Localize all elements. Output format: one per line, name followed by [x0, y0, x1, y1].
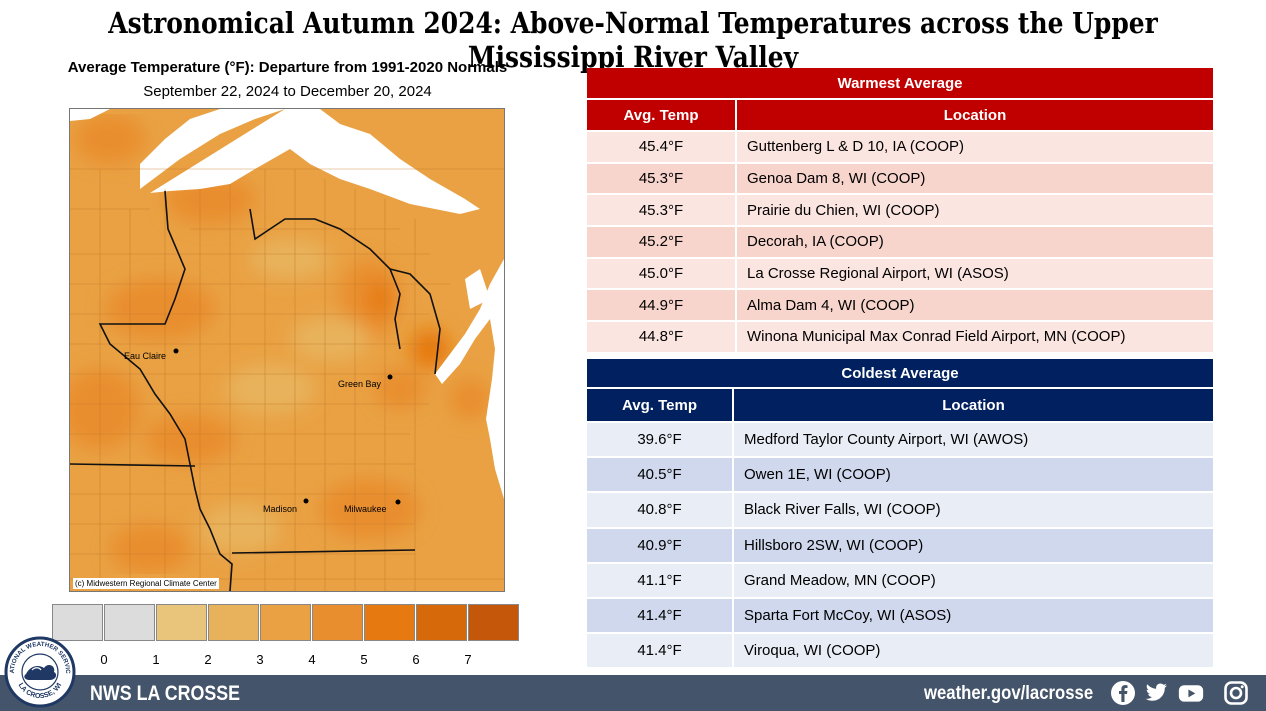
city-label-green-bay: Green Bay [338, 379, 382, 389]
scale-label: 0 [100, 652, 108, 667]
coldest-table: Coldest Average Avg. Temp Location 39.6°… [587, 357, 1213, 669]
location-cell: La Crosse Regional Airport, WI (ASOS) [747, 265, 1009, 283]
avg-temp-cell: 44.8°F [587, 322, 737, 352]
scale-swatch [364, 604, 415, 641]
table-row: 39.6°F Medford Taylor County Airport, WI … [587, 423, 1213, 457]
map-subtitle: September 22, 2024 to December 20, 2024 [143, 83, 432, 100]
color-scale-labels: 0 1 2 3 4 5 6 7 [52, 652, 522, 668]
location-cell: Hillsboro 2SW, WI (COOP) [744, 536, 924, 554]
city-label-milwaukee: Milwaukee [344, 504, 387, 514]
location-cell: Grand Meadow, MN (COOP) [744, 571, 936, 589]
website-link[interactable]: weather.gov/lacrosse [924, 683, 1094, 704]
table-row: 44.8°F Winona Municipal Max Conrad Field … [587, 322, 1213, 352]
twitter-icon[interactable] [1143, 680, 1169, 706]
coldest-col-location: Location [734, 389, 1213, 421]
warmest-table: Warmest Average Avg. Temp Location 45.4°… [587, 66, 1213, 354]
city-label-madison: Madison [263, 504, 297, 514]
avg-temp-cell: 40.9°F [587, 528, 734, 562]
table-row: 41.4°F Viroqua, WI (COOP) [587, 634, 1213, 668]
location-cell: Sparta Fort McCoy, WI (ASOS) [744, 607, 952, 625]
color-scale-legend [52, 604, 520, 641]
scale-swatch [52, 604, 103, 641]
table-row: 45.3°F Prairie du Chien, WI (COOP) [587, 195, 1213, 226]
facebook-icon[interactable] [1110, 680, 1136, 706]
avg-temp-cell: 41.4°F [587, 634, 734, 668]
avg-temp-cell: 45.2°F [587, 227, 737, 257]
location-cell: Winona Municipal Max Conrad Field Airpor… [747, 328, 1126, 346]
scale-label: 3 [256, 652, 264, 667]
avg-temp-cell: 41.4°F [587, 598, 734, 633]
page-title: Astronomical Autumn 2024: Above-Normal T… [108, 6, 1158, 74]
avg-temp-cell: 40.8°F [587, 493, 734, 527]
table-row: 40.5°F Owen 1E, WI (COOP) [587, 458, 1213, 492]
location-cell: Owen 1E, WI (COOP) [744, 466, 891, 484]
location-cell: Decorah, IA (COOP) [747, 233, 884, 251]
coldest-col-temp: Avg. Temp [587, 389, 734, 421]
coldest-header: Coldest Average [587, 359, 1213, 387]
location-cell: Black River Falls, WI (COOP) [744, 501, 941, 519]
scale-label: 1 [152, 652, 160, 667]
nws-logo: NATIONAL WEATHER SERVICE LA CROSSE, WI [4, 636, 76, 708]
temperature-departure-map: Eau Claire Green Bay Madison Milwaukee (… [69, 108, 505, 592]
footer-bar: NWS LA CROSSE weather.gov/lacrosse [0, 675, 1266, 711]
table-row: 41.4°F Sparta Fort McCoy, WI (ASOS) [587, 598, 1213, 633]
scale-label: 6 [412, 652, 420, 667]
avg-temp-cell: 40.5°F [587, 458, 734, 492]
table-row: 45.3°F Genoa Dam 8, WI (COOP) [587, 163, 1213, 194]
scale-label: 5 [360, 652, 368, 667]
city-label-eau-claire: Eau Claire [124, 351, 166, 361]
table-row: 44.9°F Alma Dam 4, WI (COOP) [587, 290, 1213, 321]
scale-swatch [104, 604, 155, 641]
scale-swatch [260, 604, 311, 641]
avg-temp-cell: 44.9°F [587, 290, 737, 321]
location-cell: Prairie du Chien, WI (COOP) [747, 201, 940, 219]
scale-swatch [156, 604, 207, 641]
location-cell: Guttenberg L & D 10, IA (COOP) [747, 138, 965, 156]
scale-label: 4 [308, 652, 316, 667]
map-credit: (c) Midwestern Regional Climate Center [73, 578, 219, 589]
location-cell: Genoa Dam 8, WI (COOP) [747, 170, 926, 188]
office-name: NWS LA CROSSE [90, 682, 241, 705]
avg-temp-cell: 45.0°F [587, 258, 737, 289]
scale-label: 2 [204, 652, 212, 667]
location-cell: Viroqua, WI (COOP) [744, 642, 881, 660]
avg-temp-cell: 45.4°F [587, 132, 737, 162]
youtube-icon[interactable] [1178, 680, 1204, 706]
instagram-icon[interactable] [1223, 680, 1249, 706]
scale-swatch [416, 604, 467, 641]
warmest-header: Warmest Average [587, 68, 1213, 98]
avg-temp-cell: 39.6°F [587, 423, 734, 457]
avg-temp-cell: 45.3°F [587, 163, 737, 194]
scale-swatch [208, 604, 259, 641]
avg-temp-cell: 45.3°F [587, 195, 737, 226]
scale-swatch [312, 604, 363, 641]
map-title: Average Temperature (°F): Departure from… [67, 59, 508, 76]
scale-swatch [468, 604, 519, 641]
warmest-col-location: Location [737, 100, 1213, 130]
table-row: 45.4°F Guttenberg L & D 10, IA (COOP) [587, 132, 1213, 162]
scale-label: 7 [464, 652, 472, 667]
location-cell: Alma Dam 4, WI (COOP) [747, 296, 915, 314]
table-row: 40.8°F Black River Falls, WI (COOP) [587, 493, 1213, 527]
avg-temp-cell: 41.1°F [587, 563, 734, 597]
table-row: 45.0°F La Crosse Regional Airport, WI (AS… [587, 258, 1213, 289]
location-cell: Medford Taylor County Airport, WI (AWOS) [744, 431, 1029, 449]
table-row: 40.9°F Hillsboro 2SW, WI (COOP) [587, 528, 1213, 562]
warmest-col-temp: Avg. Temp [587, 100, 737, 130]
table-row: 45.2°F Decorah, IA (COOP) [587, 227, 1213, 257]
table-row: 41.1°F Grand Meadow, MN (COOP) [587, 563, 1213, 597]
